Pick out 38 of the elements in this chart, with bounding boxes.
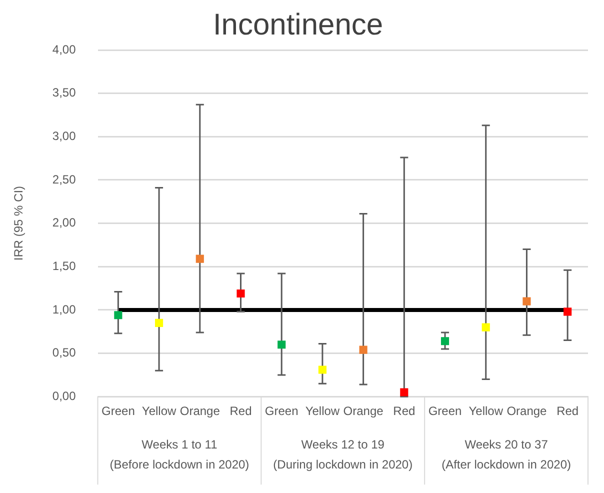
point [564, 308, 572, 316]
y-tick-label: 3,50 [52, 86, 76, 100]
point [236, 289, 245, 298]
y-axis-title: IRR (95 % CI) [12, 186, 26, 261]
y-tick-label: 0,00 [52, 388, 76, 403]
x-tick-label: Orange [180, 404, 220, 418]
x-tick-label: Red [556, 404, 579, 418]
x-tick-label: Green [264, 404, 298, 418]
point [482, 323, 490, 332]
point [359, 346, 368, 354]
x-tick-label: Yellow [142, 404, 176, 418]
x-tick-label: Green [428, 404, 462, 418]
y-tick-label: 3,00 [52, 128, 76, 143]
point [318, 366, 326, 374]
x-tick-label: Yellow [468, 404, 504, 418]
point [440, 337, 450, 346]
point [278, 340, 286, 349]
x-tick-label: Green [102, 404, 135, 418]
y-tick-label: 4,00 [52, 42, 76, 56]
text: Weeks 20 to 37 (After lockdown in 2020) [442, 438, 571, 472]
y-tick-label: 2,50 [52, 172, 76, 186]
x-tick-label: Orange [343, 404, 384, 418]
point [196, 254, 204, 263]
chart-title: Incontinence [212, 8, 384, 42]
y-tick-label: 1,50 [52, 258, 76, 273]
y-tick-label: 1,00 [52, 302, 76, 316]
text: Weeks 1 to 11 (Before lockdown in 2020) [110, 438, 250, 472]
point [155, 318, 164, 327]
point [114, 311, 122, 320]
point [400, 388, 408, 396]
point [522, 297, 531, 306]
x-tick-label: Orange [506, 404, 548, 418]
x-tick-label: Red [230, 404, 252, 418]
x-tick-label: Red [393, 404, 416, 418]
text: Weeks 12 to 19 (During lockdown in 2020) [273, 438, 413, 472]
y-tick-label: 0,50 [52, 346, 76, 360]
x-tick-label: Yellow [305, 404, 340, 418]
y-tick-label: 2,00 [52, 216, 76, 230]
